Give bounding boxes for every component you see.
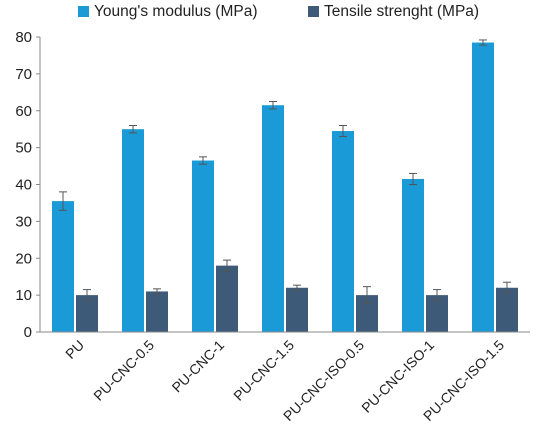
bars — [52, 42, 518, 332]
bar-youngs-modulus — [332, 131, 354, 332]
y-tick-label: 10 — [15, 287, 32, 304]
y-tick-label: 30 — [15, 213, 32, 230]
bar-tensile-strength — [356, 295, 378, 332]
bar-tensile-strength — [426, 295, 448, 332]
legend-label-youngs-modulus: Young's modulus (MPa) — [94, 3, 258, 20]
bar-tensile-strength — [146, 291, 168, 332]
x-tick-label: PU-CNC-1.5 — [230, 337, 297, 404]
y-tick-label: 70 — [15, 66, 32, 83]
bar-youngs-modulus — [262, 105, 284, 332]
x-tick-label: PU — [62, 337, 87, 362]
y-tick-label: 50 — [15, 140, 32, 157]
y-tick-label: 40 — [15, 177, 32, 194]
x-axis: PU PU-CNC-0.5 PU-CNC-1 PU-CNC-1.5 PU-CNC-ISO… — [40, 331, 530, 424]
y-tick-label: 60 — [15, 103, 32, 120]
x-tick-label: PU-CNC-ISO-1 — [358, 337, 437, 416]
bar-tensile-strength — [216, 265, 238, 332]
bar-tensile-strength — [286, 287, 308, 332]
bar-youngs-modulus — [472, 42, 494, 332]
error-bars — [59, 39, 511, 305]
y-tick-label: 80 — [15, 29, 32, 46]
bar-youngs-modulus — [402, 178, 424, 332]
legend-swatch-tensile-strength — [308, 6, 319, 17]
legend-label-tensile-strength: Tensile strenght (MPa) — [324, 3, 479, 20]
bar-youngs-modulus — [122, 129, 144, 332]
y-tick-label: 20 — [15, 250, 32, 267]
bar-youngs-modulus — [52, 201, 74, 332]
x-tick-label: PU-CNC-1 — [169, 337, 228, 396]
bar-tensile-strength — [496, 287, 518, 332]
legend: Young's modulus (MPa) Tensile strenght (… — [78, 3, 479, 20]
legend-swatch-youngs-modulus — [78, 6, 89, 17]
bar-tensile-strength — [76, 295, 98, 332]
bar-youngs-modulus — [192, 160, 214, 332]
x-tick-label: PU-CNC-0.5 — [90, 337, 157, 404]
y-tick-label: 0 — [24, 324, 32, 341]
y-axis: 0 10 20 30 40 50 60 70 80 — [15, 29, 41, 341]
